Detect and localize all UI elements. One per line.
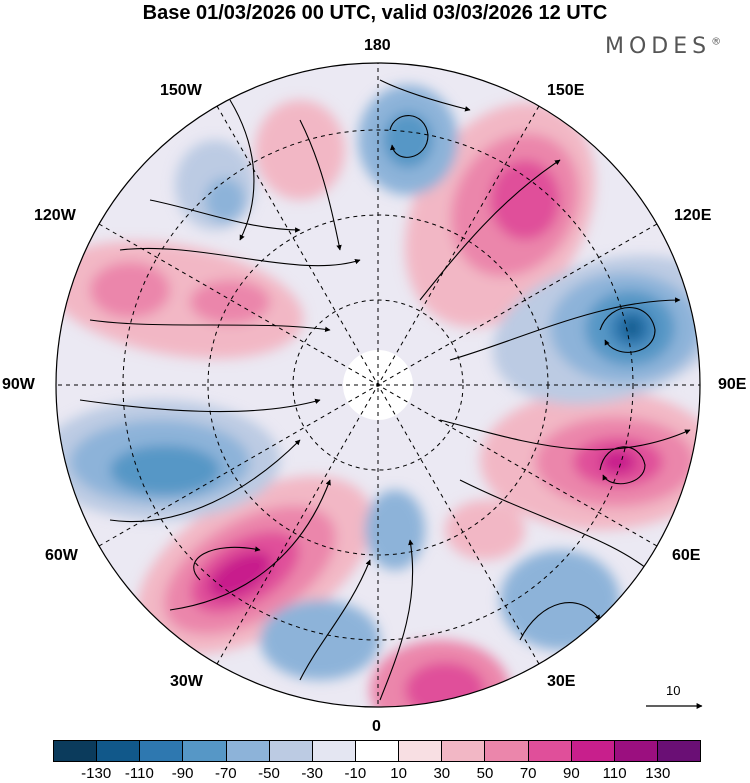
colorbar-tick-label: 30 <box>433 765 451 782</box>
colorbar-swatch <box>312 741 356 761</box>
lon-label-90e: 90E <box>718 376 747 393</box>
lon-label-180: 180 <box>364 37 391 54</box>
colorbar-swatch <box>183 741 227 761</box>
anomaly-field <box>56 63 700 707</box>
colorbar <box>53 740 701 762</box>
lon-label-60e: 60E <box>672 547 701 564</box>
lon-label-120w: 120W <box>34 207 76 224</box>
colorbar-tick-label: 70 <box>519 765 537 782</box>
lon-label-30w: 30W <box>170 673 203 690</box>
lon-label-0: 0 <box>372 718 381 735</box>
colorbar-tick-label: 110 <box>602 765 627 782</box>
colorbar-tick-label: -110 <box>124 765 154 782</box>
colorbar-tick-label: -30 <box>301 765 324 782</box>
colorbar-tick-label: 130 <box>645 765 671 782</box>
colorbar-swatch <box>140 741 184 761</box>
reference-vector-label: 10 <box>666 683 681 698</box>
colorbar-swatch <box>399 741 443 761</box>
colorbar-tick-label: -50 <box>258 765 280 782</box>
anomaly-negative-canada <box>56 400 280 520</box>
colorbar-swatch <box>226 741 270 761</box>
colorbar-tick-label: -10 <box>344 765 367 782</box>
lon-label-150w: 150W <box>160 82 202 99</box>
colorbar-swatch <box>614 741 658 761</box>
colorbar-tick-label: -70 <box>214 765 237 782</box>
streamlines <box>79 79 691 701</box>
lon-label-90w: 90W <box>2 376 35 393</box>
anomaly-positive-siberia <box>480 390 700 530</box>
anomaly-negative-east-siberia <box>492 255 700 405</box>
colorbar-swatch <box>269 741 313 761</box>
lon-label-120e: 120E <box>674 207 712 224</box>
colorbar-tick-label: -90 <box>171 765 194 782</box>
colorbar-tick-label: 90 <box>563 765 580 782</box>
lon-label-30e: 30E <box>547 673 576 690</box>
colorbar-tick-label: 10 <box>390 765 407 782</box>
colorbar-swatch <box>571 741 615 761</box>
colorbar-ticks: -130 -110 -90 -70 -50 -30 -10 10 30 50 70 90 110 130 <box>0 765 750 783</box>
colorbar-swatch <box>442 741 486 761</box>
colorbar-swatch <box>54 741 98 761</box>
modes-logo: MODES® <box>605 34 722 59</box>
lon-label-150e: 150E <box>547 82 585 99</box>
map-boundary <box>55 62 701 708</box>
colorbar-tick-label: 50 <box>476 765 494 782</box>
map-title: Base 01/03/2026 00 UTC, valid 03/03/2026… <box>142 2 608 24</box>
colorbar-swatch <box>485 741 529 761</box>
colorbar-tick-label: -130 <box>81 765 112 782</box>
colorbar-swatch <box>657 741 701 761</box>
lon-label-60w: 60W <box>45 547 78 564</box>
colorbar-swatch <box>528 741 572 761</box>
graticule <box>56 63 700 707</box>
colorbar-swatch <box>97 741 141 761</box>
colorbar-swatch <box>355 741 400 761</box>
anomaly-positive-north-pacific <box>56 100 525 707</box>
